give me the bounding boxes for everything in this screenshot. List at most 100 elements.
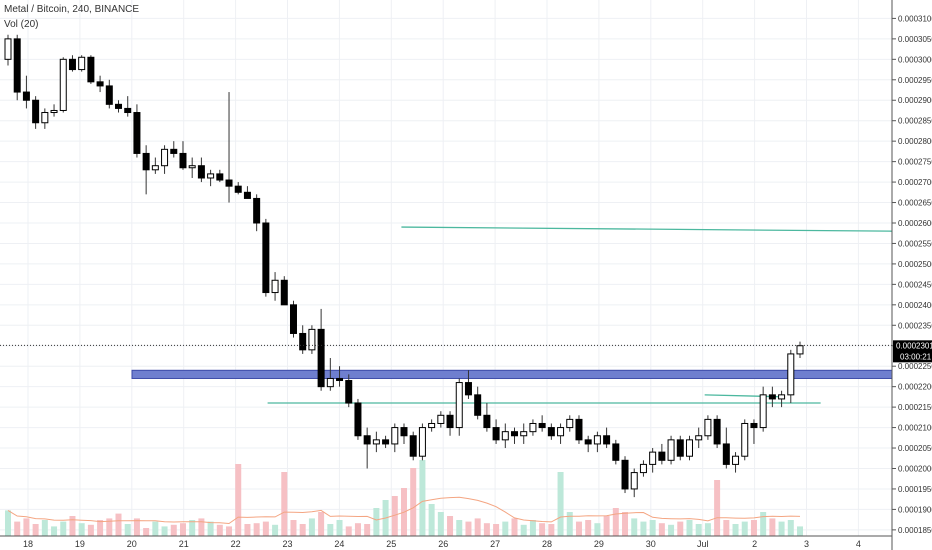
volume-bar xyxy=(391,496,398,536)
volume-bar xyxy=(32,524,39,536)
volume-bar xyxy=(78,523,85,536)
time-tick-label: 22 xyxy=(231,539,241,549)
price-tick-label: 0.00024500 xyxy=(898,280,932,289)
candle-up xyxy=(437,414,445,424)
time-tick-label: 18 xyxy=(23,539,33,549)
volume-bar xyxy=(244,524,251,536)
candle-down xyxy=(584,439,592,445)
volume-bar xyxy=(760,512,767,536)
price-tick-label: 0.00018500 xyxy=(898,526,932,535)
volume-bar xyxy=(594,523,601,536)
volume-bar xyxy=(750,520,757,536)
volume-bar xyxy=(143,528,150,536)
volume-bar xyxy=(566,512,573,536)
volume-bar xyxy=(115,513,122,536)
candle-down xyxy=(87,56,95,83)
candle-down xyxy=(354,402,362,437)
volume-bar xyxy=(336,520,343,536)
volume-bar xyxy=(778,521,785,536)
time-tick-label: 27 xyxy=(490,539,500,549)
candle-down xyxy=(170,148,178,154)
volume-bar xyxy=(253,523,260,536)
price-tick-label: 0.00026500 xyxy=(898,199,932,208)
time-tick-label: 2 xyxy=(752,539,757,549)
time-tick-label: 28 xyxy=(542,539,552,549)
volume-bar xyxy=(787,520,794,536)
candle-up xyxy=(161,148,169,167)
volume-bar xyxy=(529,520,536,536)
candle-up xyxy=(188,165,196,169)
candle-up xyxy=(787,353,795,396)
volume-bar xyxy=(474,518,481,536)
candle-up xyxy=(778,394,786,400)
candle-up xyxy=(418,427,426,457)
volume-bar xyxy=(741,521,748,536)
volume-bar xyxy=(189,520,196,536)
volume-legend[interactable]: Vol (20) xyxy=(4,19,39,30)
volume-bar xyxy=(704,523,711,536)
candle-down xyxy=(289,304,297,334)
candle-up xyxy=(796,345,804,355)
volume-bar xyxy=(345,526,352,536)
candle-down xyxy=(142,152,150,171)
price-tick-label: 0.00022500 xyxy=(898,362,932,371)
time-tick-label: 21 xyxy=(179,539,189,549)
candle-down xyxy=(409,435,417,457)
candle-down xyxy=(511,431,519,437)
price-tick-label: 0.00031000 xyxy=(898,14,932,23)
candle-down xyxy=(363,435,371,445)
price-tick-label: 0.00019500 xyxy=(898,485,932,494)
volume-ma-line xyxy=(7,496,801,525)
volume-bar xyxy=(428,504,435,536)
volume-bar xyxy=(539,523,546,536)
volume-bar xyxy=(23,518,30,536)
candle-down xyxy=(336,377,344,382)
volume-bar xyxy=(511,518,518,536)
symbol-legend[interactable]: Metal / Bitcoin, 240, BINANCE xyxy=(4,4,140,15)
volume-bar xyxy=(483,523,490,536)
candle-up xyxy=(630,472,638,490)
price-tick-label: 0.00024000 xyxy=(898,301,932,310)
volume-bar xyxy=(97,520,104,536)
volume-bar xyxy=(87,524,94,536)
candle-down xyxy=(483,414,491,429)
volume-bar xyxy=(299,524,306,536)
support-zone xyxy=(131,369,893,379)
candle-down xyxy=(22,91,30,101)
volume-bar xyxy=(548,524,555,536)
volume-bar xyxy=(658,523,665,536)
candle-down xyxy=(13,38,21,93)
price-tick-label: 0.00020000 xyxy=(898,464,932,473)
candle-down xyxy=(621,459,629,490)
time-tick-label: 3 xyxy=(804,539,809,549)
volume-bar xyxy=(631,518,638,536)
candle-up xyxy=(428,422,436,429)
candle-down xyxy=(32,99,40,124)
candle-down xyxy=(658,451,666,461)
volume-bar xyxy=(769,518,776,536)
volume-bar xyxy=(308,518,315,536)
volume-bar xyxy=(797,526,803,536)
volume-bar xyxy=(502,521,509,536)
candle-down xyxy=(280,279,288,306)
candle-down xyxy=(262,222,270,294)
volume-bar xyxy=(410,468,417,536)
candle-down xyxy=(197,165,205,179)
candle-up xyxy=(59,58,67,111)
candle-up xyxy=(326,377,334,388)
volume-bar xyxy=(41,520,48,536)
candle-up xyxy=(593,435,601,445)
candle-up xyxy=(207,173,215,179)
candle-down xyxy=(253,197,261,224)
candle-up xyxy=(759,394,767,429)
time-tick-label: 25 xyxy=(386,539,396,549)
volume-bar xyxy=(235,464,242,536)
time-tick-label: Jul xyxy=(697,539,709,549)
candle-up xyxy=(732,455,740,465)
candle-up xyxy=(271,279,279,294)
volume-bar xyxy=(281,472,288,536)
volume-bar xyxy=(5,510,11,536)
candle-down xyxy=(750,422,758,429)
candle-down xyxy=(317,328,325,388)
